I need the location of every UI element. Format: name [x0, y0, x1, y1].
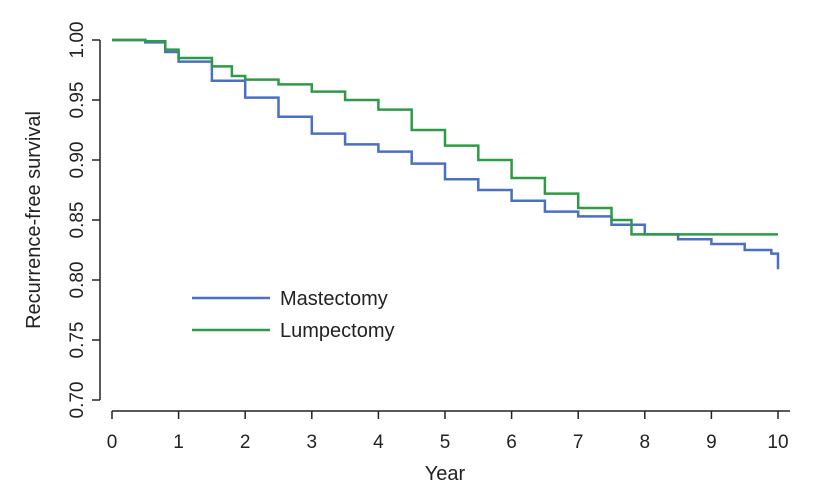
- series-line-mastectomy: [112, 38, 780, 270]
- x-axis-title: Year: [425, 463, 466, 485]
- y-tick-label: 0.95: [67, 82, 88, 119]
- y-tick-label: 0.85: [67, 202, 88, 239]
- y-tick-label: 1.00: [67, 22, 88, 59]
- legend-label-mastectomy: Mastectomy: [280, 288, 388, 310]
- x-tick-label: 2: [240, 432, 251, 453]
- x-tick-label: 5: [440, 432, 451, 453]
- series-lines: [112, 38, 780, 270]
- x-tick-label: 1: [173, 432, 184, 453]
- x-tick-label: 7: [573, 432, 584, 453]
- x-tick-label: 6: [506, 432, 517, 453]
- axes: [99, 40, 790, 412]
- x-tick-label: 4: [373, 432, 384, 453]
- x-tick-label: 10: [767, 432, 788, 453]
- x-tick-label: 3: [307, 432, 318, 453]
- y-tick-label: 0.90: [67, 142, 88, 179]
- y-axis-title: Recurrence-free survival: [23, 111, 45, 329]
- x-tick-label: 8: [640, 432, 651, 453]
- y-tick-label: 0.80: [67, 262, 88, 299]
- series-line-lumpectomy: [112, 38, 778, 236]
- x-ticks: 0 1 2 3 4 5 6 7 8 9 10: [107, 411, 789, 453]
- legend-label-lumpectomy: Lumpectomy: [280, 320, 395, 342]
- legend: Mastectomy Lumpectomy: [192, 288, 395, 342]
- y-tick-label: 0.70: [67, 382, 88, 419]
- x-tick-label: 0: [107, 432, 118, 453]
- y-tick-label: 0.75: [67, 322, 88, 359]
- x-tick-label: 9: [706, 432, 717, 453]
- y-ticks: 0.70 0.75 0.80 0.85 0.90 0.95 1.00: [67, 22, 100, 419]
